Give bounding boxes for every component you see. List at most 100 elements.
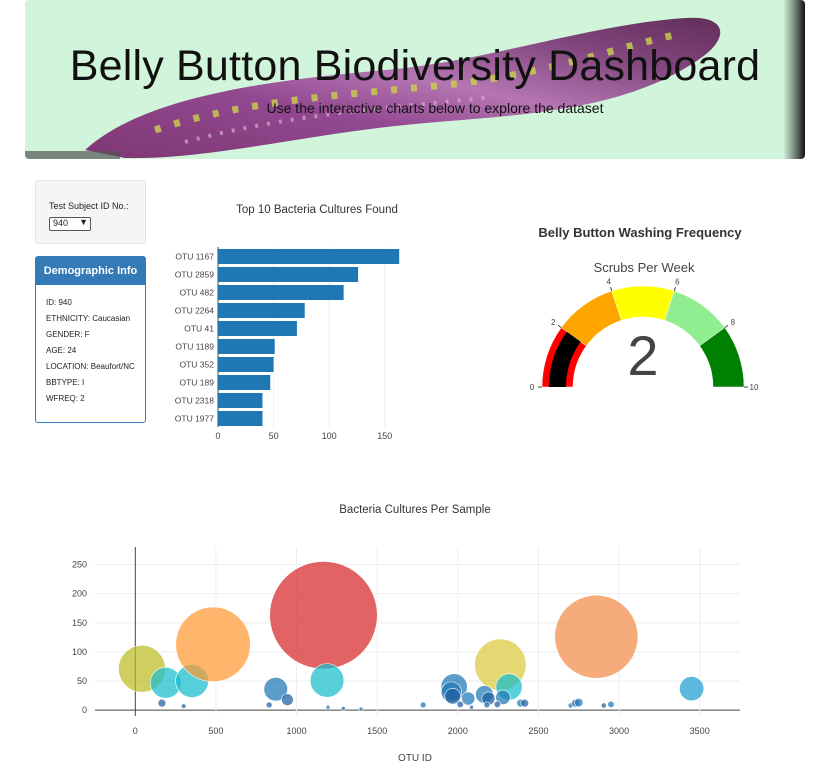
gauge-tick <box>673 286 676 292</box>
bar-y-tick-label: OTU 482 <box>180 288 215 298</box>
bubble-y-tick-label: 250 <box>72 559 87 569</box>
demographic-panel: Demographic Info ID: 940 ETHNICITY: Cauca… <box>35 256 146 423</box>
bar-mark[interactable] <box>218 393 263 408</box>
demographic-item: BBTYPE: I <box>46 378 85 387</box>
gauge-tick-label: 8 <box>731 318 736 327</box>
bubble-y-tick-label: 50 <box>77 676 87 686</box>
bubble-x-tick-label: 500 <box>208 726 223 736</box>
bubble-mark[interactable] <box>493 700 501 708</box>
gauge-step-band <box>699 327 745 388</box>
top10-bar-chart[interactable]: Top 10 Bacteria Cultures Found OTU 1167 O… <box>150 190 450 450</box>
gauge-subtitle: Scrubs Per Week <box>594 260 695 275</box>
demographic-item: LOCATION: Beaufort/NC <box>46 362 135 371</box>
bar-y-tick-label: OTU 1189 <box>175 342 214 352</box>
bubble-mark[interactable] <box>419 701 427 709</box>
chevron-down-icon: ▼ <box>79 217 88 227</box>
bar-y-tick-label: OTU 2859 <box>175 270 214 280</box>
bubble-y-tick-label: 0 <box>82 705 87 715</box>
bar-chart-title: Top 10 Bacteria Cultures Found <box>236 204 398 216</box>
gauge-tick <box>557 324 562 329</box>
bubble-y-tick-label: 100 <box>72 647 87 657</box>
demographic-item: GENDER: F <box>46 330 90 339</box>
bar-mark[interactable] <box>218 303 305 318</box>
bar-y-tick-label: OTU 2318 <box>175 396 214 406</box>
washing-frequency-gauge[interactable]: Belly Button Washing Frequency Scrubs Pe… <box>505 215 785 405</box>
bubble-mark[interactable] <box>309 663 345 698</box>
bubble-mark[interactable] <box>600 702 607 709</box>
gauge-value: 2 <box>627 324 658 387</box>
bar-mark[interactable] <box>218 249 400 264</box>
bubble-mark[interactable] <box>341 706 346 711</box>
bubble-mark[interactable] <box>269 561 378 670</box>
subject-selector-label: Test Subject ID No.: <box>49 201 129 211</box>
bubble-mark[interactable] <box>263 677 288 702</box>
bubble-mark[interactable] <box>358 706 364 712</box>
bubble-y-tick-label: 150 <box>72 618 87 628</box>
bubble-mark[interactable] <box>265 701 273 709</box>
bubble-mark[interactable] <box>679 676 705 702</box>
bacteria-banner-image <box>25 0 805 159</box>
bubble-mark[interactable] <box>461 691 476 706</box>
bar-y-tick-label: OTU 352 <box>180 360 215 370</box>
bubble-mark[interactable] <box>325 704 331 710</box>
bar-x-tick-label: 0 <box>215 431 220 441</box>
bar-mark[interactable] <box>218 411 263 426</box>
page-title: Belly Button Biodiversity Dashboard <box>69 42 761 90</box>
bubble-x-tick-label: 3000 <box>609 726 629 736</box>
gauge-tick-label: 0 <box>530 383 535 392</box>
gauge-tick-label: 10 <box>750 383 759 392</box>
gauge-value-bar <box>549 331 581 387</box>
bubble-x-tick-label: 2000 <box>448 726 468 736</box>
bubble-mark[interactable] <box>456 700 464 708</box>
bubble-mark[interactable] <box>520 698 529 708</box>
bubble-mark[interactable] <box>554 594 639 679</box>
bubble-mark[interactable] <box>444 687 461 705</box>
gauge-tick <box>610 286 613 292</box>
bubble-mark[interactable] <box>181 703 187 709</box>
bubble-mark[interactable] <box>281 693 294 706</box>
bar-mark[interactable] <box>218 267 359 282</box>
bubble-mark[interactable] <box>495 689 511 705</box>
bubble-y-tick-label: 200 <box>72 589 87 599</box>
bar-y-tick-label: OTU 1977 <box>175 414 214 424</box>
page-subtitle: Use the interactive charts below to expl… <box>266 100 604 116</box>
bubble-x-tick-label: 2500 <box>528 726 548 736</box>
gauge-title: Belly Button Washing Frequency <box>538 225 742 240</box>
subject-id-value: 940 <box>53 218 69 228</box>
bar-mark[interactable] <box>218 339 275 354</box>
demographic-item: ID: 940 <box>46 298 72 307</box>
subject-id-dropdown[interactable]: 940 ▼ <box>49 217 91 231</box>
bubble-x-tick-label: 3500 <box>690 726 710 736</box>
bar-x-tick-label: 150 <box>377 431 392 441</box>
bar-y-tick-label: OTU 1167 <box>175 252 214 262</box>
bar-y-tick-label: OTU 2264 <box>175 306 214 316</box>
bubble-chart-title: Bacteria Cultures Per Sample <box>339 504 490 516</box>
bar-mark[interactable] <box>218 321 297 336</box>
bubble-x-tick-label: 1500 <box>367 726 387 736</box>
bar-x-tick-label: 100 <box>322 431 337 441</box>
demographic-item: WFREQ: 2 <box>46 394 85 403</box>
bubble-mark[interactable] <box>157 698 167 708</box>
bubble-mark[interactable] <box>483 701 491 709</box>
bar-mark[interactable] <box>218 357 274 372</box>
gauge-tick <box>724 324 729 329</box>
bacteria-bubble-chart[interactable]: Bacteria Cultures Per Sample 0 500 1000 150… <box>50 495 770 767</box>
bubble-mark[interactable] <box>607 700 615 708</box>
bubble-mark[interactable] <box>469 704 474 710</box>
demographic-info-list: ID: 940 ETHNICITY: Caucasian GENDER: F AGE:… <box>36 285 145 404</box>
gauge-tick-label: 4 <box>606 277 611 286</box>
header-banner: Belly Button Biodiversity Dashboard Use … <box>25 0 805 159</box>
bubble-mark[interactable] <box>574 698 584 708</box>
demographic-item: AGE: 24 <box>46 346 77 355</box>
bar-y-tick-label: OTU 189 <box>180 378 215 388</box>
bar-y-tick-label: OTU 41 <box>184 324 214 334</box>
gauge-step-band <box>611 285 675 321</box>
subject-selector-well: Test Subject ID No.: 940 ▼ <box>35 180 146 244</box>
gauge-tick-label: 2 <box>551 318 556 327</box>
bubble-mark[interactable] <box>175 606 251 682</box>
bubble-x-tick-label: 1000 <box>287 726 307 736</box>
bar-mark[interactable] <box>218 375 271 390</box>
bar-mark[interactable] <box>218 285 344 300</box>
bubble-x-tick-label: 0 <box>133 726 138 736</box>
bar-x-tick-label: 50 <box>269 431 279 441</box>
